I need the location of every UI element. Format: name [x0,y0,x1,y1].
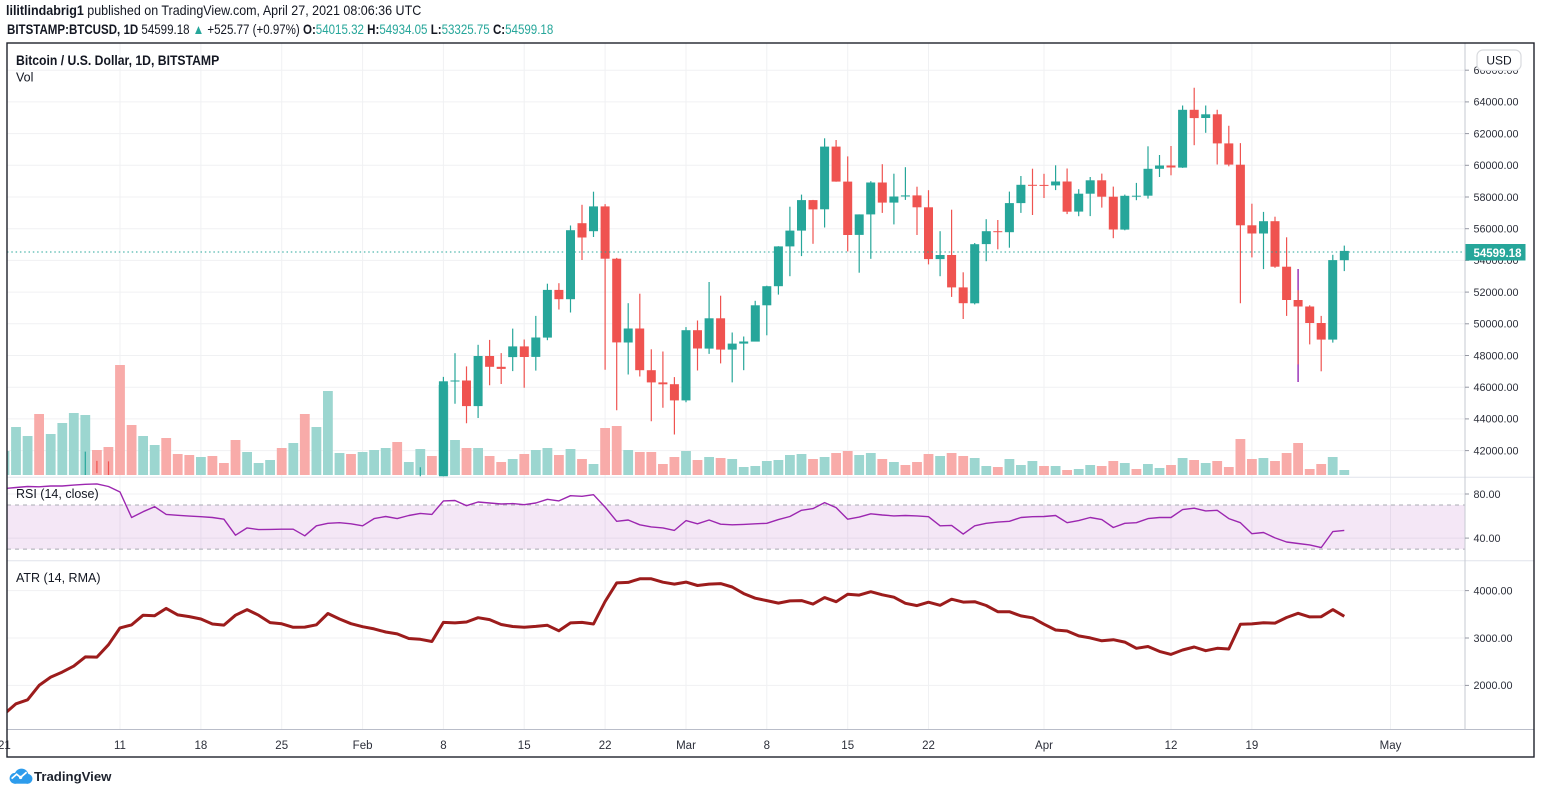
svg-text:44000.00: 44000.00 [1474,414,1519,426]
svg-text:80.00: 80.00 [1474,489,1501,501]
svg-text:TradingView: TradingView [34,769,112,784]
svg-text:BITSTAMP:BTCUSD, 1D 54599.18: BITSTAMP:BTCUSD, 1D 54599.18 ▲ +525.77 (… [7,22,553,37]
svg-text:22: 22 [599,740,612,752]
svg-text:42000.00: 42000.00 [1474,445,1519,457]
svg-text:11: 11 [114,740,126,752]
svg-text:15: 15 [518,740,531,752]
svg-text:60000.00: 60000.00 [1474,160,1519,172]
svg-text:25: 25 [275,740,288,752]
svg-text:Feb: Feb [353,740,373,752]
svg-text:58000.00: 58000.00 [1474,192,1519,204]
svg-text:52000.00: 52000.00 [1474,287,1519,299]
svg-text:46000.00: 46000.00 [1474,382,1519,394]
svg-text:54599.18: 54599.18 [1474,248,1523,260]
svg-text:May: May [1380,740,1402,752]
svg-text:Bitcoin / U.S. Dollar, 1D, BIT: Bitcoin / U.S. Dollar, 1D, BITSTAMP [16,52,219,68]
svg-text:lilitlindabrig1 published on T: lilitlindabrig1 published on TradingView… [6,3,421,19]
svg-text:22: 22 [922,740,935,752]
svg-text:USD: USD [1486,54,1512,68]
svg-text:15: 15 [841,740,854,752]
svg-text:50000.00: 50000.00 [1474,319,1519,331]
svg-text:2000.00: 2000.00 [1474,680,1513,692]
svg-text:Apr: Apr [1035,740,1053,752]
svg-text:3000.00: 3000.00 [1474,633,1513,645]
svg-text:Vol: Vol [16,71,33,85]
svg-text:2021: 2021 [0,740,11,752]
svg-text:8: 8 [764,740,770,752]
svg-text:RSI (14, close): RSI (14, close) [16,487,99,501]
svg-text:ATR (14, RMA): ATR (14, RMA) [16,571,101,585]
svg-text:19: 19 [1246,740,1259,752]
svg-text:56000.00: 56000.00 [1474,224,1519,236]
svg-text:18: 18 [195,740,208,752]
svg-text:Mar: Mar [676,740,696,752]
svg-text:48000.00: 48000.00 [1474,350,1519,362]
svg-text:40.00: 40.00 [1474,533,1501,545]
svg-text:62000.00: 62000.00 [1474,128,1519,140]
svg-text:12: 12 [1165,740,1178,752]
svg-text:4000.00: 4000.00 [1474,585,1513,597]
svg-text:8: 8 [440,740,446,752]
svg-text:64000.00: 64000.00 [1474,97,1519,109]
